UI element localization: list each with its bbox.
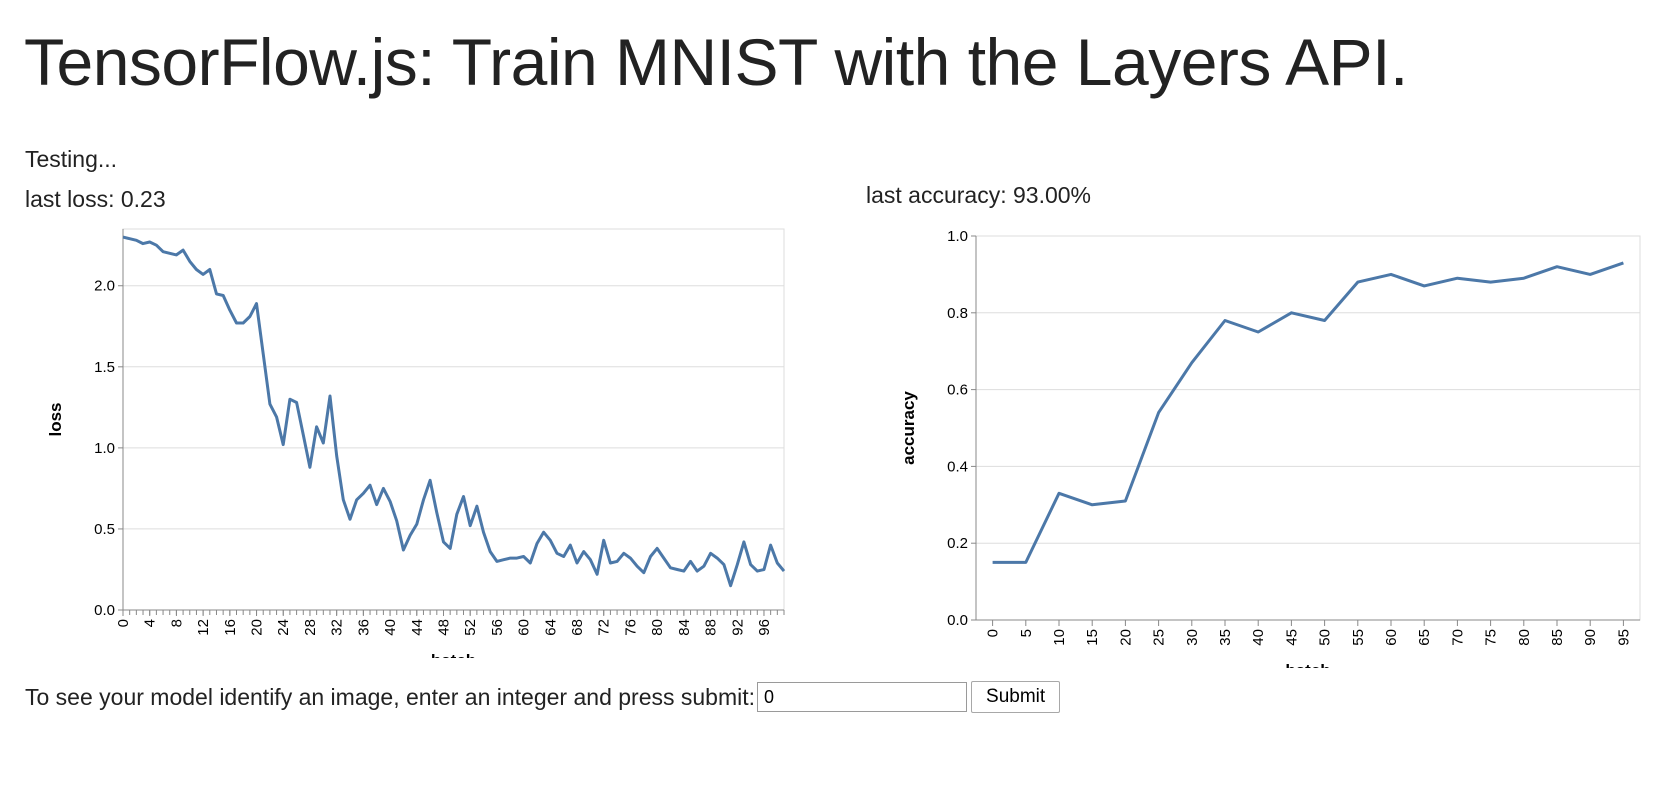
x-tick-label: 95: [1615, 629, 1632, 646]
x-tick-label: 0: [985, 629, 1002, 637]
y-tick-label: 0.2: [947, 535, 968, 552]
x-tick-label: 25: [1151, 629, 1168, 646]
x-tick-label: 45: [1283, 629, 1300, 646]
y-tick-label: 0.5: [94, 521, 115, 538]
x-tick-label: 30: [1184, 629, 1201, 646]
x-tick-label: 4: [142, 619, 159, 627]
x-tick-label: 70: [1449, 629, 1466, 646]
predict-row: To see your model identify an image, ent…: [25, 680, 1061, 714]
predict-label: To see your model identify an image, ent…: [25, 683, 756, 710]
x-tick-label: 28: [302, 619, 319, 636]
x-tick-label: 68: [569, 619, 586, 636]
x-tick-label: 35: [1217, 629, 1234, 646]
x-tick-label: 90: [1582, 629, 1599, 646]
x-tick-label: 16: [222, 619, 239, 636]
x-tick-label: 24: [275, 619, 292, 636]
y-tick-label: 0.4: [947, 458, 968, 475]
x-tick-label: 10: [1051, 629, 1068, 646]
x-tick-label: 8: [168, 619, 185, 627]
loss-chart: 0.00.51.01.52.00 4 8 12 16 20 24 28 32 36 40 44 48 52…: [46, 228, 786, 658]
x-tick-label: 92: [729, 619, 746, 636]
y-axis-title: loss: [46, 402, 65, 436]
x-tick-label: 36: [355, 619, 372, 636]
series-line: [122, 235, 786, 588]
x-tick-label: 44: [409, 619, 426, 636]
y-tick-label: 1.5: [94, 359, 115, 376]
x-tick-label: 80: [1516, 629, 1533, 646]
x-tick-label: 85: [1549, 629, 1566, 646]
status-text: Testing...: [25, 146, 118, 172]
x-tick-label: 56: [489, 619, 506, 636]
x-tick-label: 72: [596, 619, 613, 636]
x-axis-title: batch: [431, 651, 476, 658]
accuracy-chart: 0.0 0.2 0.4 0.6 0.8 1.0 0 5 10 15 20 25 30 35 40 45 50 55…: [899, 228, 1641, 668]
x-tick-label: 40: [1250, 629, 1267, 646]
x-tick-label: 96: [756, 619, 773, 636]
x-tick-label: 65: [1416, 629, 1433, 646]
y-tick-label: 0.0: [94, 602, 115, 619]
x-tick-label: 48: [435, 619, 452, 636]
x-tick-label: 80: [649, 619, 666, 636]
x-tick-label: 60: [516, 619, 533, 636]
x-tick-label: 32: [329, 619, 346, 636]
x-tick-label: 88: [703, 619, 720, 636]
x-tick-label: 50: [1317, 629, 1334, 646]
last-loss-text: last loss: 0.23: [25, 186, 166, 212]
submit-button[interactable]: Submit: [971, 681, 1061, 713]
x-tick-label: 20: [249, 619, 266, 636]
last-accuracy-text: last accuracy: 93.00%: [866, 182, 1092, 208]
plot-frame: [975, 235, 1641, 621]
image-index-input[interactable]: [757, 682, 968, 712]
y-tick-label: 0.8: [947, 305, 968, 322]
x-tick-label: 84: [676, 619, 693, 636]
y-tick-label: 1.0: [94, 440, 115, 457]
x-tick-label: 12: [195, 619, 212, 636]
x-tick-label: 55: [1350, 629, 1367, 646]
x-tick-label: 5: [1018, 629, 1035, 637]
x-axis-title: batch: [1285, 661, 1330, 668]
x-tick-label: 64: [542, 619, 559, 636]
series-line: [992, 261, 1624, 564]
y-tick-label: 2.0: [94, 278, 115, 295]
x-tick-label: 15: [1084, 629, 1101, 646]
x-tick-label: 76: [622, 619, 639, 636]
x-tick-label: 40: [382, 619, 399, 636]
y-axis-title: accuracy: [899, 391, 918, 465]
y-tick-label: 1.0: [947, 228, 968, 245]
x-tick-label: 60: [1383, 629, 1400, 646]
y-tick-label: 0.6: [947, 382, 968, 399]
y-tick-label: 0.0: [947, 612, 968, 629]
x-tick-label: 0: [115, 619, 132, 627]
x-tick-label: 20: [1117, 629, 1134, 646]
page-title: TensorFlow.js: Train MNIST with the Laye…: [24, 25, 1408, 99]
x-tick-label: 52: [462, 619, 479, 636]
x-tick-label: 75: [1483, 629, 1500, 646]
